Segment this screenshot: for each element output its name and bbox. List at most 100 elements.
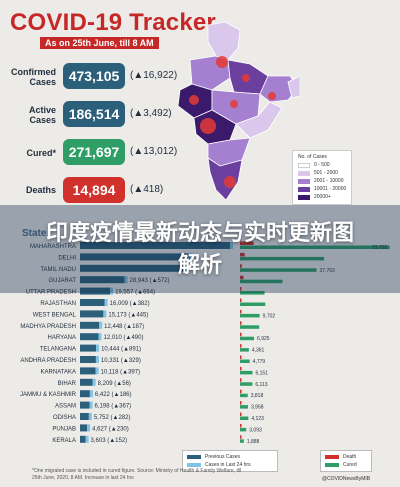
state-label: KARNATAKA	[41, 369, 76, 375]
bar-death	[240, 389, 242, 394]
bar-confirmed-label: 28,943 (▲572)	[130, 278, 170, 284]
confirmed-value-box: 473,105	[63, 63, 125, 89]
legend-swatch-last24	[187, 463, 201, 467]
legend-item-cured: Cured	[325, 461, 367, 469]
headline-banner: 印度疫情最新动态与实时更新图解析	[0, 205, 400, 293]
state-label: WEST BENGAL	[33, 312, 77, 318]
chart-legend-cases: Previous Cases Cases in Last 24 hrs	[182, 450, 278, 472]
bar-cured	[240, 359, 250, 363]
deaths-change: (▲418)	[130, 184, 164, 195]
bar-last24	[96, 344, 100, 352]
legend-swatch	[298, 162, 310, 168]
legend-label-death: Death	[343, 454, 357, 460]
bar-last24	[92, 378, 96, 386]
bar-last24	[183, 264, 187, 272]
bar-confirmed-label: 5,752 (▲282)	[94, 415, 131, 421]
legend-label-last24: Cases in Last 24 hrs	[205, 462, 251, 468]
state-label: ASSAM	[55, 404, 76, 410]
page-subtitle: As on 25th June, till 8 AM	[40, 37, 159, 49]
bar-confirmed	[80, 344, 97, 352]
bar-cured-label: 1,888	[247, 439, 260, 445]
state-label: HARYANA	[48, 335, 76, 341]
bar-cured-label: 3,093	[249, 427, 262, 433]
deaths-value-box: 14,894	[63, 177, 125, 203]
bar-confirmed	[80, 264, 184, 272]
cured-change: (▲13,012)	[130, 146, 178, 157]
bar-death	[240, 378, 242, 382]
bar-death	[240, 401, 242, 405]
cured-label: Cured*	[26, 148, 56, 158]
legend-swatch	[298, 194, 310, 200]
bar-last24	[104, 299, 108, 306]
bar-confirmed-label: 16,009 (▲382)	[110, 301, 150, 307]
bar-confirmed-label: 15,173 (▲445)	[108, 312, 148, 318]
state-label: ANDHRA PRADESH	[20, 358, 76, 364]
bar-last24	[85, 435, 89, 443]
table-header: State	[22, 228, 47, 239]
bar-death	[240, 252, 245, 257]
bar-confirmed	[80, 253, 189, 261]
bar-last24	[110, 287, 114, 295]
bar-cured	[240, 325, 260, 329]
confirmed-change: (▲16,922)	[130, 70, 178, 81]
bar-confirmed-label: 10,118 (▲397)	[101, 369, 141, 375]
headline-text: 印度疫情最新动态与实时更新图解析	[45, 220, 354, 277]
bar-last24	[89, 401, 93, 409]
map-legend-item: 20000+	[298, 193, 346, 201]
bar-last24	[98, 333, 102, 341]
bar-last24	[89, 390, 93, 398]
bar-death	[240, 287, 242, 291]
state-label: KERALA	[52, 438, 76, 444]
bar-cured-label: 4,361	[252, 348, 265, 354]
bar-cured	[240, 245, 390, 249]
bar-death	[240, 423, 242, 428]
legend-swatch-previous	[187, 455, 201, 459]
legend-swatch	[298, 178, 310, 184]
bar-cured	[240, 370, 253, 375]
map-hotspot-up	[242, 74, 250, 82]
map-hotspot-delhi	[216, 56, 228, 68]
map-hotspot-gujarat	[189, 95, 199, 105]
map-legend-label: 2001 - 10000	[314, 178, 344, 184]
bar-cured	[240, 256, 324, 261]
bar-last24	[99, 321, 103, 329]
bar-death	[240, 366, 242, 371]
map-hotspot-mp	[230, 100, 238, 108]
bar-death	[240, 344, 242, 348]
map-legend-item: 501 - 2000	[298, 169, 346, 177]
confirmed-label: Confirmed Cases	[11, 67, 56, 87]
bar-confirmed	[80, 413, 89, 420]
bar-confirmed	[80, 310, 104, 318]
bar-last24	[103, 310, 107, 318]
bar-death	[240, 264, 242, 268]
bar-confirmed	[80, 287, 111, 295]
legend-label-previous: Previous Cases	[205, 454, 241, 460]
legend-item-previous: Previous Cases	[187, 453, 273, 461]
bar-death	[240, 412, 242, 416]
map-hotspot-wb	[268, 92, 276, 100]
bar-confirmed-label: 19,557 (▲664)	[115, 290, 155, 296]
bar-confirmed	[80, 356, 96, 363]
credit-handle: @COVIDNewsByMIB	[322, 476, 371, 482]
bar-cured	[240, 405, 249, 409]
bar-confirmed	[80, 367, 96, 375]
bar-confirmed	[80, 242, 230, 249]
state-label: TELANGANA	[40, 347, 76, 353]
bar-cured	[240, 291, 265, 295]
bar-cured-label: 6,113	[255, 382, 267, 388]
map-legend-title: No. of Cases	[298, 154, 327, 160]
bar-confirmed-label: 12,448 (▲187)	[104, 324, 144, 330]
bar-confirmed-label: 6,422 (▲186)	[95, 392, 132, 398]
india-map	[177, 21, 300, 201]
bar-confirmed	[80, 299, 105, 306]
bar-cured-label: 3,818	[251, 393, 264, 399]
bar-cured	[240, 416, 249, 420]
state-label: TAMIL NADU	[40, 267, 76, 273]
state-label: MADHYA PRADESH	[20, 324, 76, 330]
bar-cured-label: 37,763	[320, 268, 336, 274]
bar-cured	[240, 427, 247, 432]
bar-confirmed	[80, 424, 88, 432]
bar-confirmed	[80, 333, 99, 341]
bar-death	[240, 298, 242, 302]
bar-cured-label: 4,779	[253, 359, 266, 365]
